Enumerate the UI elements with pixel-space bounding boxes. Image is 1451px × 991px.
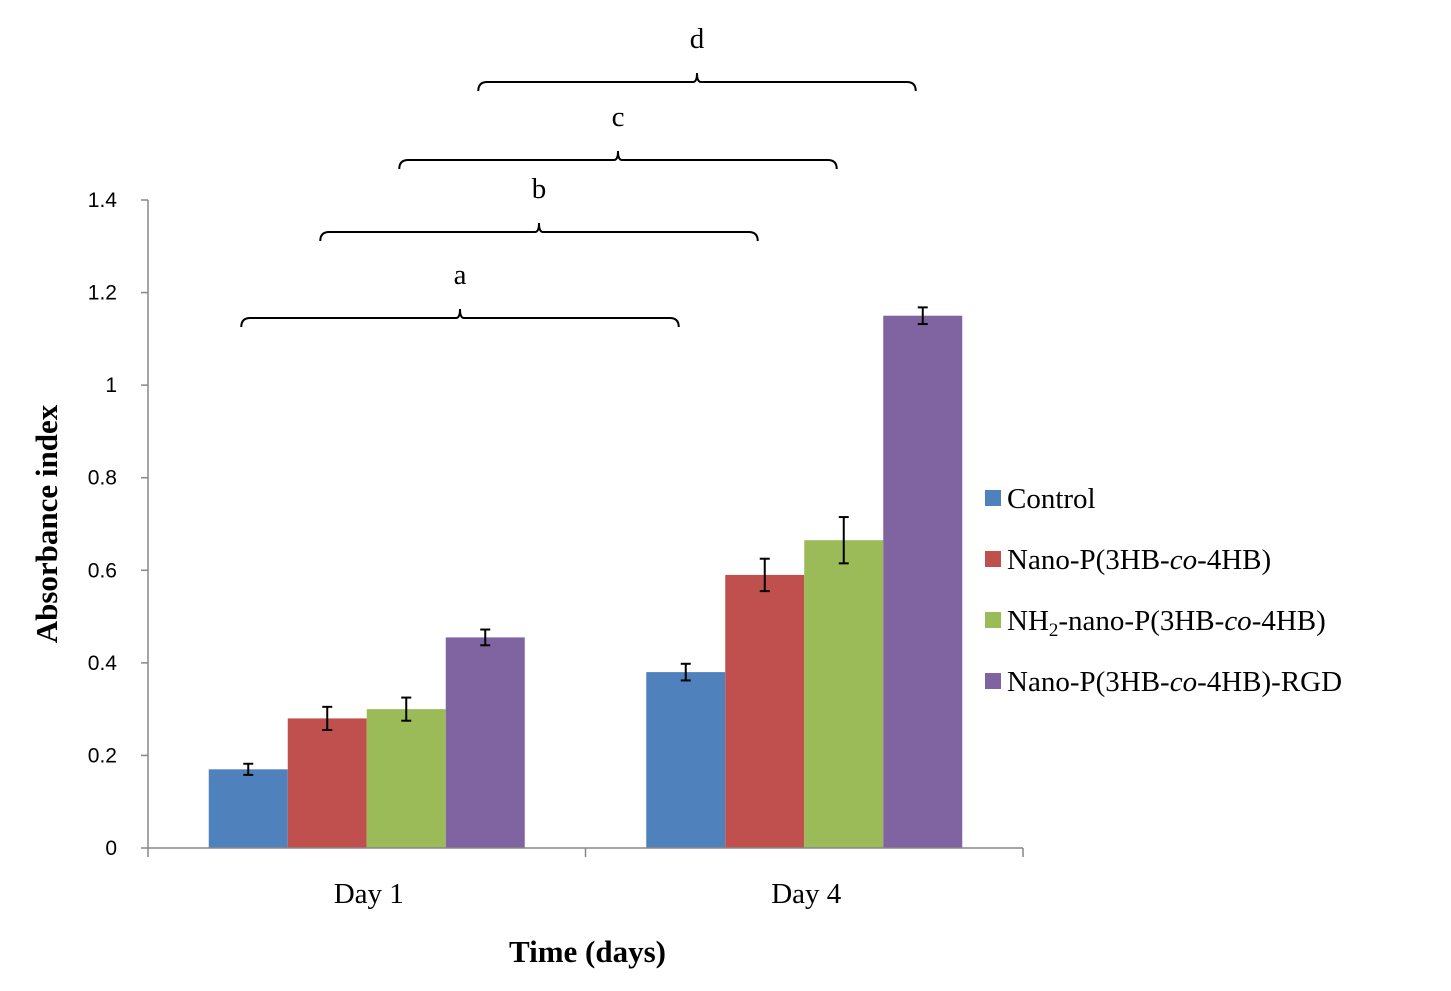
bar xyxy=(725,574,805,848)
y-tick-label: 0 xyxy=(105,837,117,860)
legend-label: Nano-P(3HB-co-4HB)-RGD xyxy=(1007,666,1342,698)
x-tick-label: Day 4 xyxy=(771,878,842,910)
legend-swatch xyxy=(985,612,1001,628)
y-axis-title: Absorbance index xyxy=(29,404,64,643)
significance-bracket xyxy=(319,222,759,242)
legend-label: NH2-nano-P(3HB-co-4HB) xyxy=(1007,605,1326,641)
y-tick-label: 1.4 xyxy=(88,189,118,212)
significance-bracket xyxy=(477,72,917,92)
bar xyxy=(646,672,726,848)
bar xyxy=(804,540,884,848)
bar xyxy=(208,769,288,848)
y-tick-label: 1.2 xyxy=(88,282,117,305)
bar xyxy=(366,709,446,848)
legend-swatch xyxy=(985,673,1001,689)
y-tick-label: 0.8 xyxy=(88,467,117,490)
significance-letter: b xyxy=(532,173,547,205)
legend-swatch xyxy=(985,490,1001,506)
y-tick-label: 0.4 xyxy=(88,652,118,675)
y-tick-label: 0.6 xyxy=(88,559,117,582)
y-tick-label: 1 xyxy=(105,374,117,397)
significance-letter: d xyxy=(690,23,705,55)
legend-label: Nano-P(3HB-co-4HB) xyxy=(1007,544,1271,576)
x-tick-label: Day 1 xyxy=(334,878,404,910)
y-tick-label: 0.2 xyxy=(88,744,117,767)
significance-bracket xyxy=(240,308,680,328)
bar xyxy=(287,718,367,848)
significance-bracket xyxy=(398,150,838,170)
significance-letter: c xyxy=(612,101,625,133)
significance-letter: a xyxy=(454,259,467,291)
x-axis-title: Time (days) xyxy=(509,934,666,969)
bar xyxy=(445,637,525,848)
bar xyxy=(883,315,963,848)
legend-swatch xyxy=(985,551,1001,567)
legend-label: Control xyxy=(1007,483,1096,515)
